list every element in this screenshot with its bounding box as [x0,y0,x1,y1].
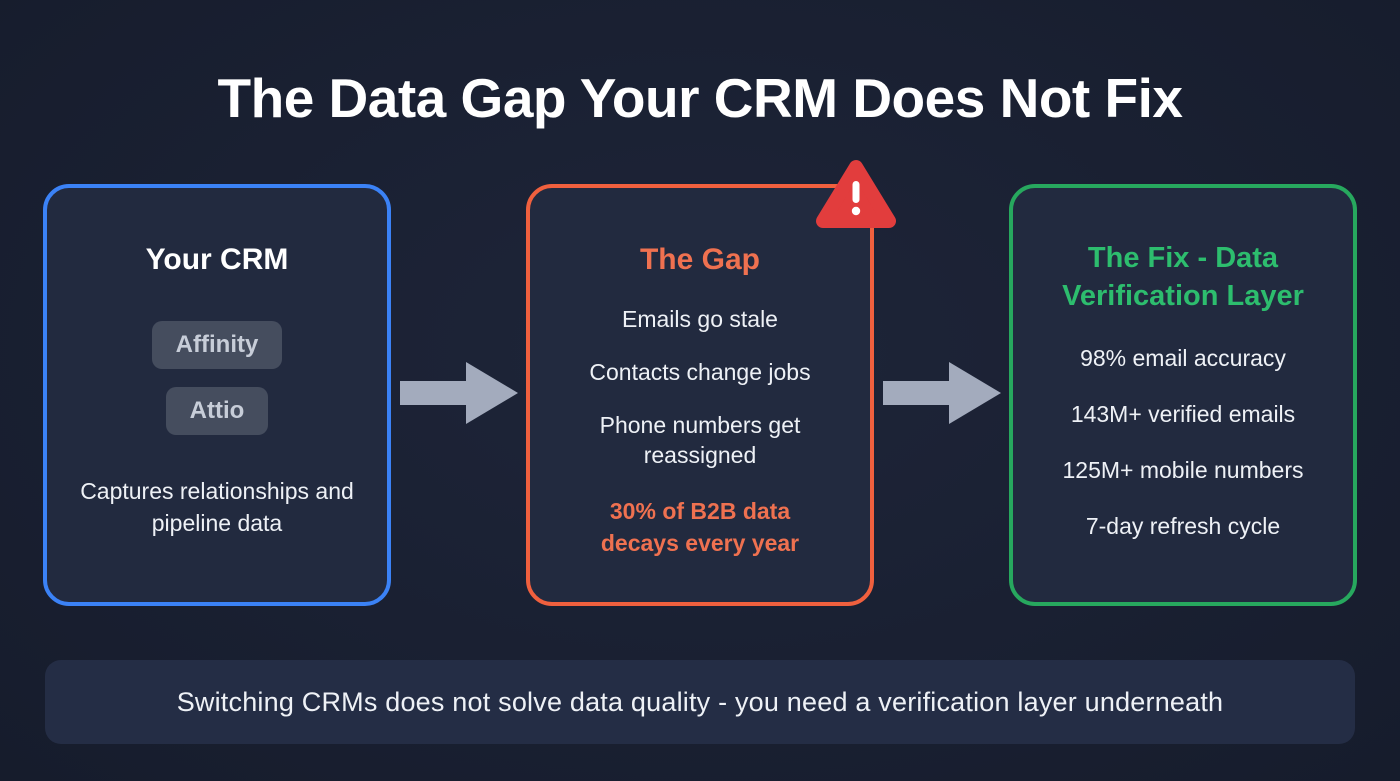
crm-tag-list: Affinity Attio [73,321,361,435]
arrow-right-icon [882,356,1001,435]
fix-item: 98% email accuracy [1080,345,1286,372]
cards-row: Your CRM Affinity Attio Captures relatio… [0,160,1400,606]
fix-card: The Fix - Data Verification Layer 98% em… [1009,184,1357,606]
affinity-tag: Affinity [151,321,283,369]
fix-item-list: 98% email accuracy 143M+ verified emails… [1039,345,1327,540]
arrow-cell-1 [391,356,526,435]
warning-icon [816,158,896,230]
gap-item: Emails go stale [622,306,778,332]
gap-item-list: Emails go stale Contacts change jobs Pho… [556,305,844,471]
footer-note: Switching CRMs does not solve data quali… [45,660,1355,744]
page-title: The Data Gap Your CRM Does Not Fix [217,67,1183,129]
crm-card: Your CRM Affinity Attio Captures relatio… [43,184,391,606]
gap-card: The Gap Emails go stale Contacts change … [526,160,896,606]
gap-highlight-stat: 30% of B2B data decays every year [600,497,800,556]
arrow-right-icon [399,356,518,435]
arrow-cell-2 [874,356,1009,435]
gap-item: Phone numbers get reassigned [599,411,801,468]
fix-card-title: The Fix - Data Verification Layer [1062,242,1304,312]
fix-item: 7-day refresh cycle [1085,513,1281,540]
attio-tag: Attio [165,387,269,435]
gap-card-title: The Gap [639,243,760,276]
fix-item: 125M+ mobile numbers [1062,457,1304,484]
crm-description: Captures relationships and pipeline data [80,478,354,537]
gap-item: Contacts change jobs [589,358,811,385]
fix-item: 143M+ verified emails [1070,401,1296,428]
crm-card-title: Your CRM [145,243,289,276]
